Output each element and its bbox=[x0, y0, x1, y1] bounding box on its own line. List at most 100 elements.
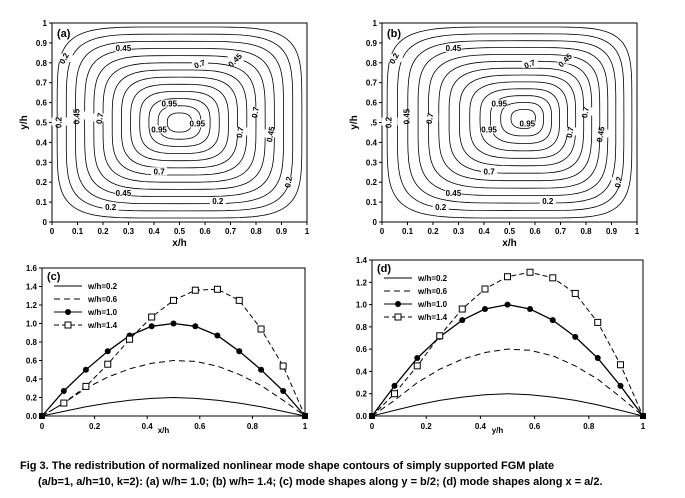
contour-label-bg bbox=[232, 127, 249, 136]
x-tick-label: 0.6 bbox=[199, 227, 211, 236]
caption-line-1: Fig 3. The redistribution of normalized … bbox=[20, 460, 555, 472]
contour-line bbox=[75, 40, 284, 205]
y-tick-label: 0.4 bbox=[26, 375, 38, 384]
legend-marker bbox=[64, 321, 72, 329]
panel-label: (b) bbox=[387, 28, 401, 40]
y-tick-label: 1.0 bbox=[356, 301, 368, 310]
y-tick-label: 0.6 bbox=[356, 345, 368, 354]
y-tick-label: 1 bbox=[43, 19, 48, 28]
contour-label-bg bbox=[422, 113, 439, 122]
contour-label-bg bbox=[102, 203, 119, 212]
x-tick-label: 0 bbox=[370, 422, 375, 431]
line-panel-c: 0 0.2 0.4 0.6 0.8 1 0.0 0.2 0.4 0.6 0.8 1.0 1.2 1.4 1.… bbox=[26, 264, 308, 435]
y-tick-label: .5 bbox=[370, 119, 377, 128]
legend-label: w/h=0.6 bbox=[87, 295, 118, 304]
caption-line-2: (a/b=1, a/h=10, k=2): (a) w/h= 1.0; (b) … bbox=[38, 476, 603, 488]
data-point bbox=[640, 413, 646, 419]
y-tick-label: 0.8 bbox=[366, 59, 378, 68]
legend-marker bbox=[395, 301, 401, 307]
contour-line bbox=[148, 98, 211, 147]
y-tick-label: 0.8 bbox=[356, 323, 368, 332]
x-tick-label: 1 bbox=[641, 422, 646, 431]
x-tick-label: 0.4 bbox=[148, 227, 160, 236]
series-line bbox=[371, 303, 644, 417]
x-tick-label: 0.2 bbox=[89, 422, 101, 431]
contour-label: 0.2 bbox=[435, 203, 447, 212]
legend-label: w/h=0.2 bbox=[417, 274, 448, 283]
contour-label: 0.95 bbox=[481, 125, 497, 134]
y-tick-label: 0.1 bbox=[36, 198, 48, 207]
y-tick-label: 1 bbox=[373, 19, 378, 28]
data-point bbox=[126, 335, 134, 343]
data-point bbox=[504, 273, 511, 281]
data-point bbox=[594, 318, 602, 326]
x-tick-label: 0.2 bbox=[427, 227, 439, 236]
contour-label: 0.2 bbox=[283, 175, 294, 188]
y-tick-label: 0.8 bbox=[26, 338, 38, 347]
contour-label: 0.2 bbox=[105, 203, 117, 212]
data-point bbox=[60, 399, 68, 407]
contour-line bbox=[130, 83, 229, 162]
y-tick-label: 0.3 bbox=[36, 158, 48, 167]
data-point bbox=[60, 388, 67, 395]
contour-label-bg bbox=[521, 59, 538, 68]
y-tick-label: 0.0 bbox=[356, 412, 368, 421]
y-tick-label: 0.8 bbox=[36, 59, 48, 68]
x-tick-label: 0.3 bbox=[123, 227, 135, 236]
data-point bbox=[617, 382, 624, 389]
plot-frame bbox=[371, 259, 644, 417]
data-point bbox=[504, 301, 511, 308]
x-tick-label: 1 bbox=[305, 227, 310, 236]
contour-label-bg bbox=[115, 189, 132, 198]
contour-label: 0.7 bbox=[580, 106, 591, 119]
data-point bbox=[148, 313, 156, 321]
contour-line bbox=[417, 47, 609, 196]
contour-line bbox=[490, 95, 552, 144]
x-tick-label: 0.1 bbox=[72, 227, 84, 236]
data-point bbox=[549, 317, 556, 324]
data-point bbox=[213, 285, 221, 293]
contour-label-bg bbox=[92, 113, 109, 122]
y-tick-label: 0.2 bbox=[356, 390, 368, 399]
data-point bbox=[82, 366, 89, 373]
y-tick-label: 0 bbox=[373, 218, 378, 227]
contour-label-bg bbox=[481, 167, 498, 176]
y-tick-label: 0.2 bbox=[366, 178, 378, 187]
x-tick-label: 0.4 bbox=[475, 422, 487, 431]
contour-label-bg bbox=[578, 107, 594, 116]
data-point bbox=[594, 355, 601, 362]
data-point bbox=[39, 413, 45, 419]
data-point bbox=[148, 323, 155, 330]
contour-label: 0.45 bbox=[557, 51, 575, 69]
x-axis-label: x/h bbox=[158, 426, 170, 435]
contour-label-bg bbox=[562, 127, 579, 136]
contour-label-bg bbox=[189, 119, 206, 128]
contour-label: 0.45 bbox=[446, 44, 462, 53]
y-tick-label: 0.9 bbox=[36, 39, 48, 48]
legend-label: w/h=1.4 bbox=[87, 321, 118, 330]
x-axis-label: x/h bbox=[172, 238, 186, 249]
contour-line bbox=[459, 74, 577, 167]
data-point bbox=[192, 323, 199, 330]
contour-label-bg bbox=[151, 167, 168, 176]
x-tick-label: 0 bbox=[40, 422, 45, 431]
x-tick-label: 0.9 bbox=[606, 227, 618, 236]
data-point bbox=[617, 361, 625, 369]
x-tick-label: 0.3 bbox=[453, 227, 465, 236]
contour-line bbox=[139, 91, 220, 154]
contour-label-bg bbox=[191, 59, 208, 68]
plot-frame bbox=[51, 22, 308, 223]
data-point bbox=[236, 348, 243, 355]
y-tick-label: 1.2 bbox=[26, 301, 38, 310]
contour-label: 0.7 bbox=[193, 58, 207, 70]
contour-label: 0.45 bbox=[73, 108, 82, 124]
data-point bbox=[302, 413, 308, 419]
contour-label-bg bbox=[432, 203, 449, 212]
y-tick-label: 0.3 bbox=[366, 158, 378, 167]
data-point bbox=[170, 296, 177, 304]
x-tick-label: 0.5 bbox=[504, 227, 516, 236]
contour-panel-b: 0 0.1 0.2 0.3 0.4 0.5 0.6 0.7 0.8 0.9 1 0 0.1 0.2 0.3 0… bbox=[349, 19, 640, 249]
contour-label: 0.7 bbox=[565, 126, 576, 139]
data-point bbox=[391, 382, 398, 389]
